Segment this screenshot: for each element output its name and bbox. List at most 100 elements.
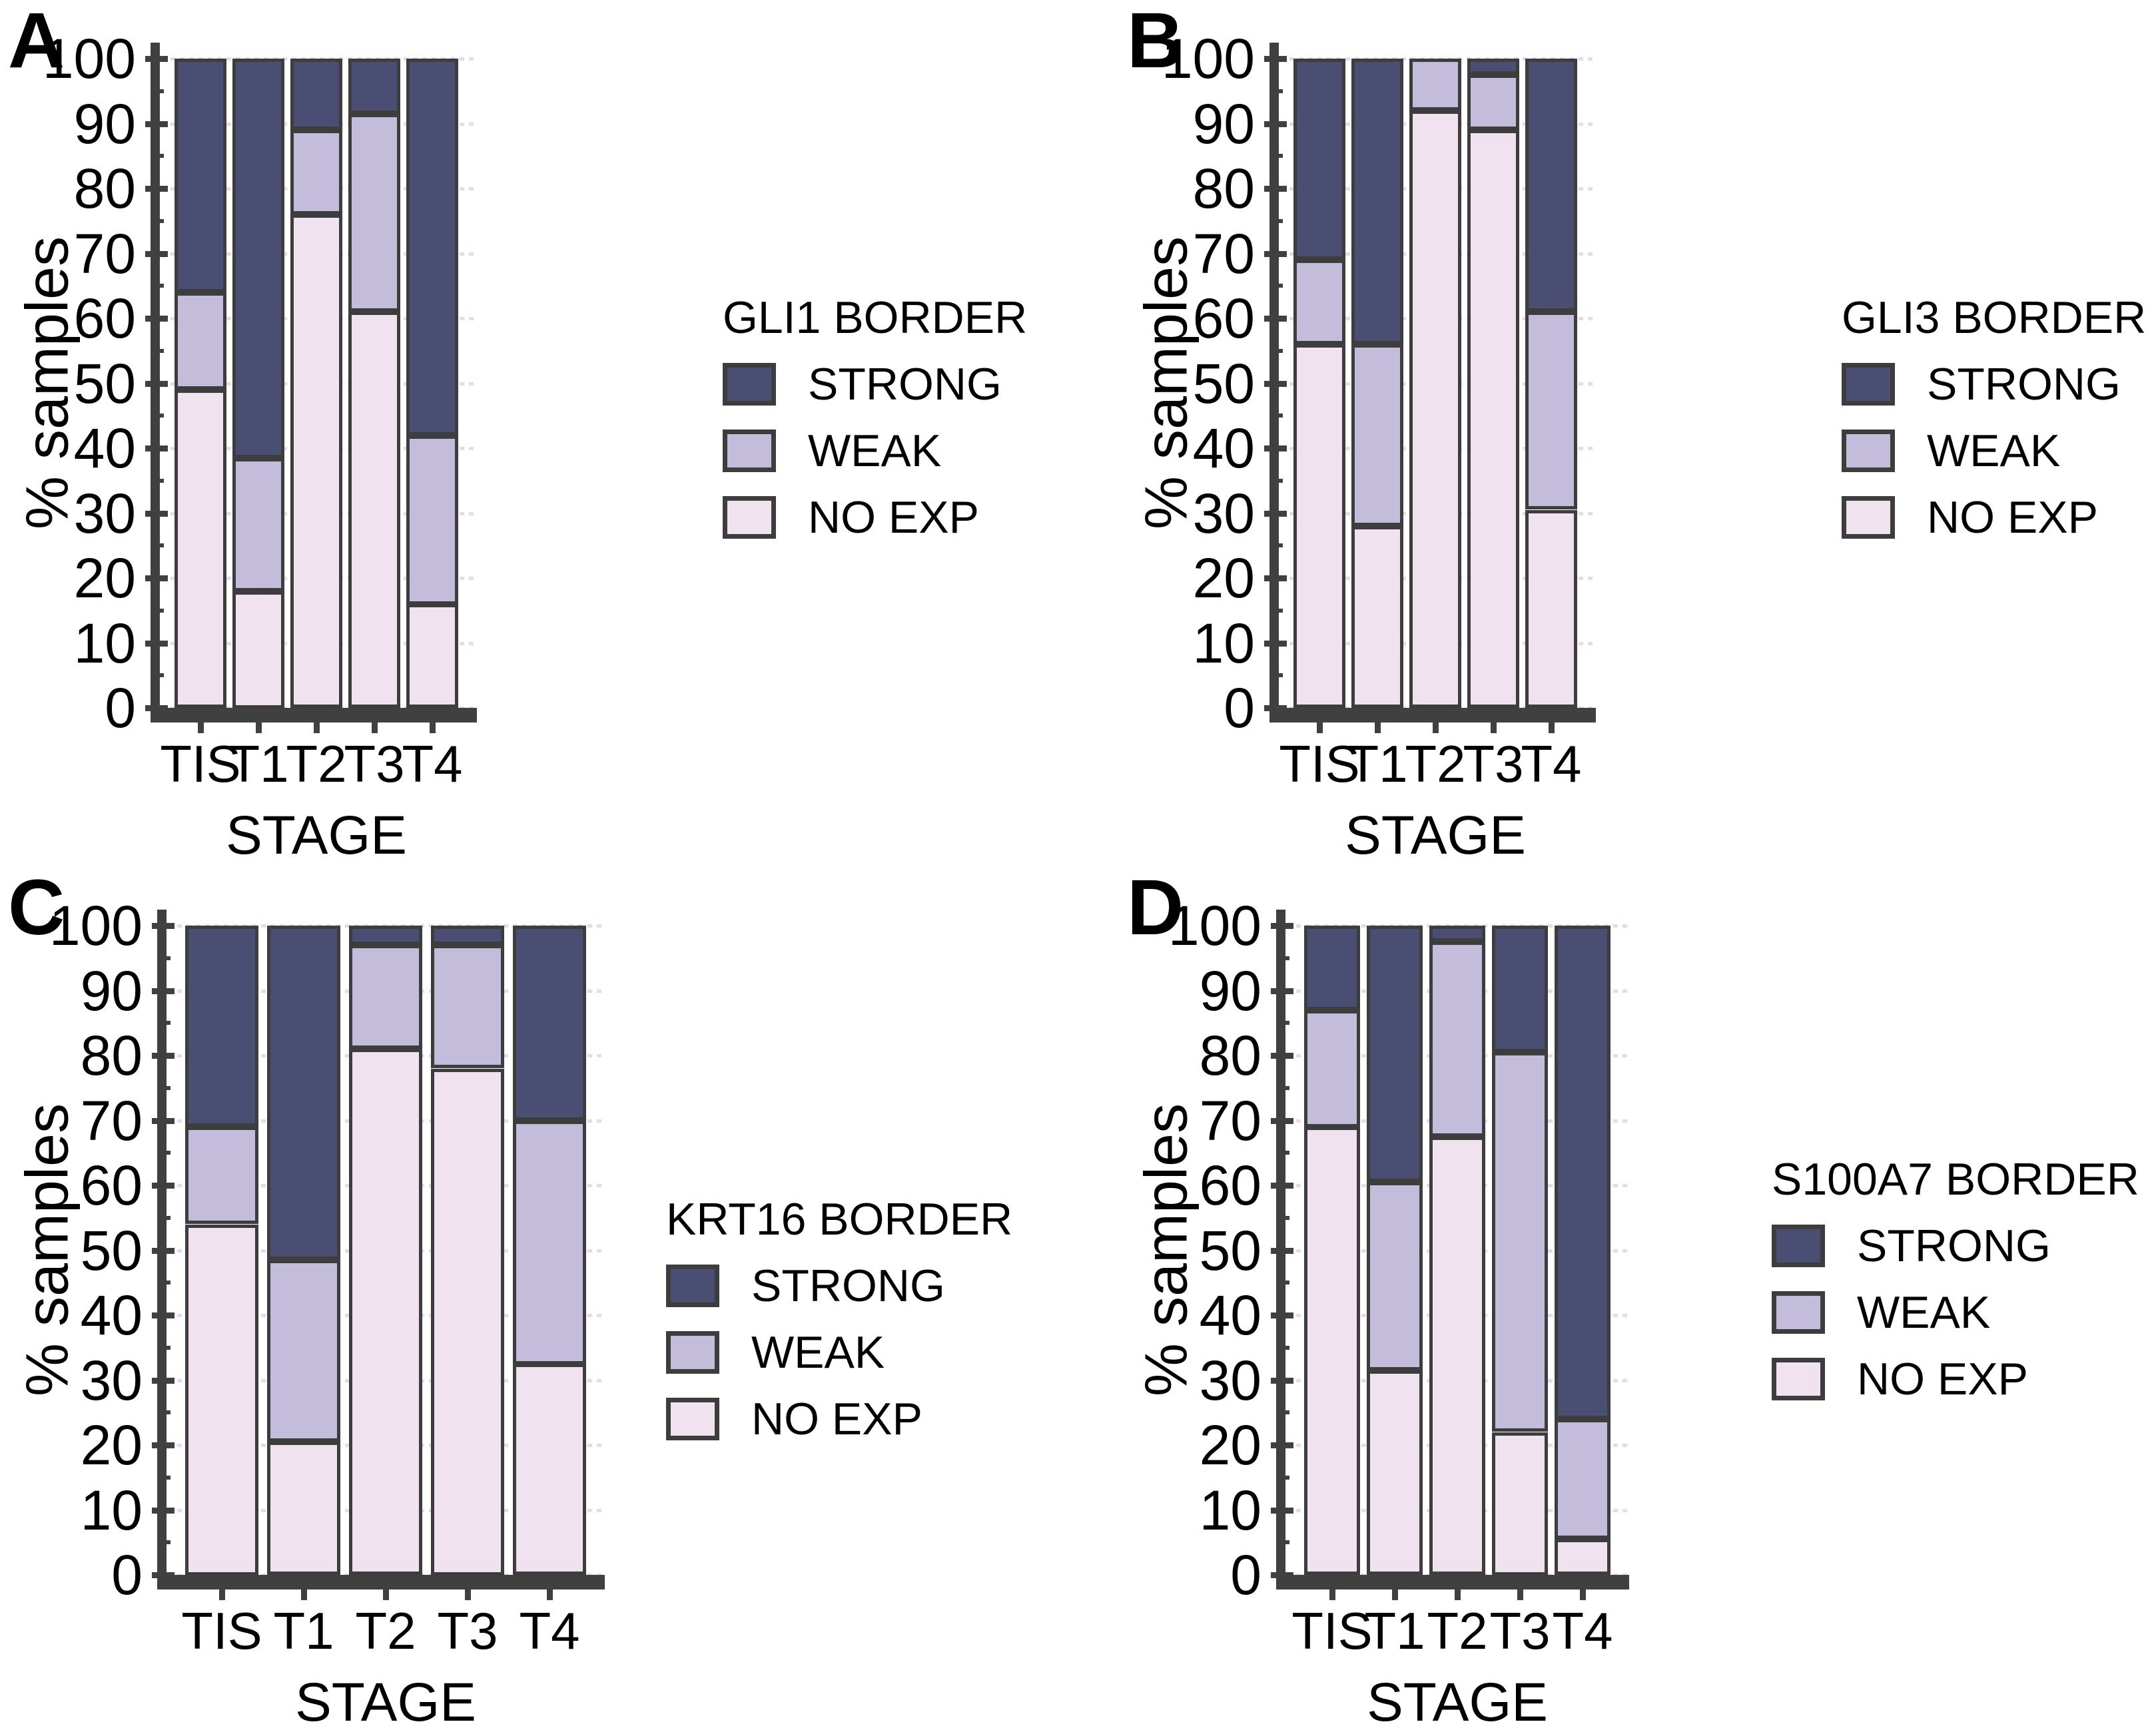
y-tick-100 [145, 56, 168, 62]
bar-T4-segment-strong [1555, 926, 1611, 1419]
bar-T4-segment-strong [513, 926, 586, 1121]
bar-T4-segment-weak [406, 435, 458, 605]
y-tick-label: 0 [1230, 1544, 1261, 1606]
y-tick-100 [152, 923, 175, 929]
panel-label: C [8, 864, 65, 952]
bar-T2-segment-noexp [1409, 111, 1461, 708]
y-tick-10 [1264, 640, 1287, 647]
y-minor-tick-65 [1271, 284, 1283, 288]
category-label-T1: T1 [228, 734, 289, 793]
bar-T1-segment-noexp [232, 591, 284, 709]
bar-T3-segment-strong [1492, 926, 1548, 1052]
x-tick-T3 [464, 1589, 471, 1600]
panel-C: C % samples 0 10 20 30 40 50 60 70 80 90 100 TIS T1 T… [0, 864, 1037, 1734]
y-tick-label: 70 [1192, 222, 1255, 285]
x-tick-T3 [1517, 1589, 1523, 1600]
category-label-T1: T1 [1364, 1601, 1425, 1660]
legend: S100A7 BORDER STRONG WEAK NO EXP [1772, 1153, 2139, 1420]
legend: KRT16 BORDER STRONG WEAK NO EXP [666, 1193, 1012, 1460]
x-axis-title: STAGE [1367, 1672, 1548, 1733]
bar-T1-segment-strong [1351, 59, 1403, 344]
bar-T3-segment-noexp [348, 312, 400, 708]
x-tick-TIS [1316, 722, 1323, 733]
y-tick-label: 70 [1199, 1089, 1261, 1152]
y-tick-label: 0 [111, 1544, 143, 1606]
category-label-T4: T4 [1552, 1601, 1613, 1660]
y-minor-tick-45 [1271, 414, 1283, 418]
panel-label: A [8, 0, 65, 85]
y-minor-tick-75 [1271, 218, 1283, 223]
y-minor-tick-75 [152, 218, 164, 223]
bar-TIS-segment-weak [175, 292, 226, 390]
y-tick-label: 100 [49, 894, 143, 957]
plot-area: 0 10 20 30 40 50 60 70 80 90 100 TIS T1 T2 T3 T4 [1119, 867, 2156, 1734]
y-minor-tick-55 [1277, 1215, 1289, 1220]
y-tick-80 [1271, 1053, 1293, 1059]
bar-TIS-segment-noexp [1304, 1127, 1360, 1575]
x-tick-T4 [1548, 722, 1555, 733]
bar-TIS-segment-strong [1293, 59, 1345, 260]
x-axis-title: STAGE [295, 1672, 476, 1733]
y-tick-label: 30 [1192, 481, 1255, 545]
y-tick-label: 80 [73, 157, 136, 220]
bar-TIS-segment-weak [1293, 260, 1345, 344]
weak-swatch-icon [666, 1331, 719, 1374]
legend-label: STRONG [1857, 1221, 2051, 1271]
x-tick-T1 [255, 722, 262, 733]
strong-swatch-icon [1842, 363, 1895, 406]
legend-item-strong: STRONG [666, 1260, 1012, 1312]
legend-label: NO EXP [1927, 492, 2098, 543]
y-tick-label: 90 [73, 92, 136, 155]
y-tick-label: 90 [1192, 92, 1255, 155]
y-minor-tick-95 [1271, 89, 1283, 93]
bar-T3-segment-noexp [431, 1069, 504, 1576]
x-tick-T3 [1490, 722, 1497, 733]
category-label-T4: T4 [402, 734, 463, 793]
bar-T2-segment-noexp [349, 1049, 422, 1575]
legend-label: WEAK [1857, 1287, 1991, 1338]
y-minor-tick-85 [159, 1021, 171, 1025]
bar-T1-segment-weak [232, 458, 284, 591]
y-tick-10 [1271, 1507, 1293, 1514]
y-tick-90 [152, 988, 175, 994]
bar-T3-segment-strong [431, 926, 504, 945]
y-tick-label: 30 [73, 481, 136, 545]
y-minor-tick-95 [152, 89, 164, 93]
legend-item-strong: STRONG [1772, 1220, 2139, 1272]
y-tick-label: 10 [80, 1478, 143, 1542]
bar-T3-segment-strong [1467, 59, 1519, 75]
y-minor-tick-55 [152, 348, 164, 353]
y-tick-label: 50 [80, 1219, 143, 1282]
legend-item-weak: WEAK [1842, 425, 2146, 477]
x-tick-TIS [218, 1589, 225, 1600]
plot-area: 0 10 20 30 40 50 60 70 80 90 100 TIS T1 T2 T3 T4 [1119, 0, 2156, 867]
y-tick-label: 0 [1224, 677, 1255, 739]
bar-T2-segment-strong [1429, 926, 1485, 942]
bar-TIS-segment-noexp [175, 390, 226, 708]
x-axis [1269, 708, 1596, 722]
y-minor-tick-75 [159, 1085, 171, 1090]
y-tick-70 [145, 250, 168, 257]
bar-TIS-segment-noexp [1293, 344, 1345, 708]
y-tick-label: 40 [73, 417, 136, 479]
category-label-T3: T3 [1463, 734, 1524, 793]
bar-T1-segment-noexp [267, 1442, 340, 1575]
y-tick-30 [152, 1377, 175, 1384]
bar-T4-segment-strong [1525, 59, 1577, 312]
category-label-T2: T2 [1405, 734, 1466, 793]
y-tick-label: 20 [80, 1414, 143, 1476]
legend-item-noexp: NO EXP [1842, 491, 2146, 543]
y-tick-30 [1271, 1377, 1293, 1384]
x-axis-title: STAGE [1345, 805, 1526, 866]
legend-item-noexp: NO EXP [723, 491, 1027, 543]
weak-swatch-icon [723, 430, 776, 472]
y-tick-0 [145, 705, 168, 711]
y-minor-tick-25 [159, 1410, 171, 1415]
bar-TIS-segment-strong [1304, 926, 1360, 1010]
category-label-T1: T1 [273, 1601, 334, 1660]
category-label-TIS: TIS [1291, 1601, 1373, 1660]
y-tick-100 [1264, 56, 1287, 62]
noexp-swatch-icon [1842, 496, 1895, 539]
bar-T2-segment-weak [1429, 942, 1485, 1137]
y-tick-label: 50 [1192, 352, 1255, 415]
